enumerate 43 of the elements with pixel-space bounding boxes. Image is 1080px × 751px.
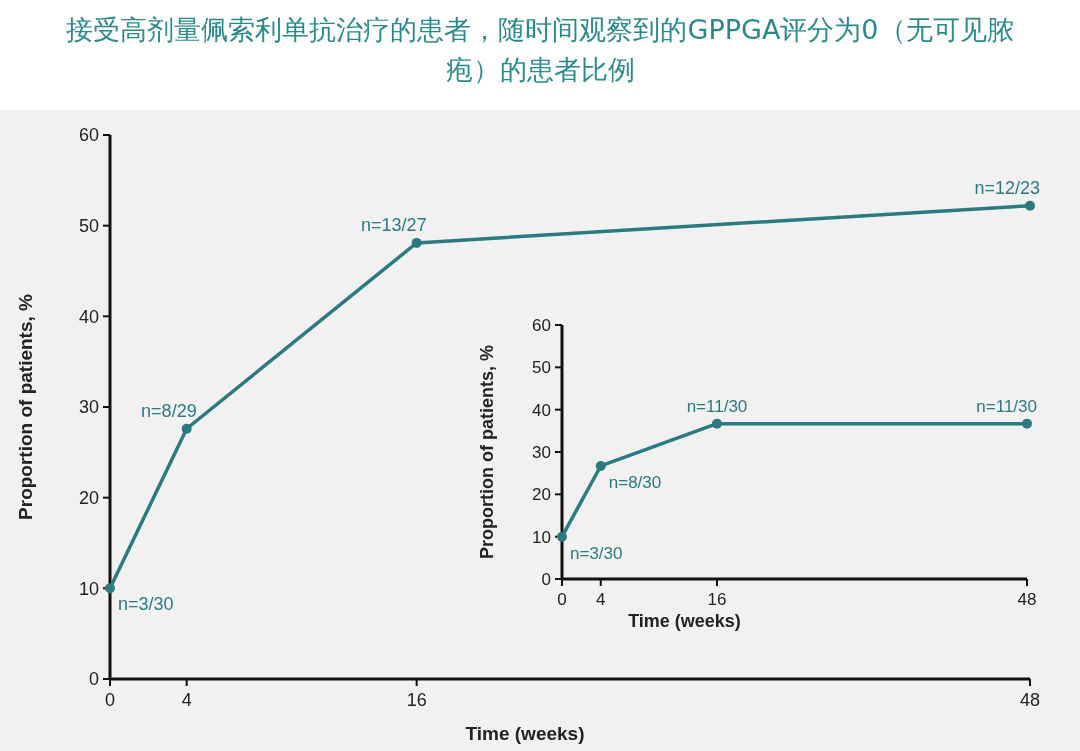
y-tick-label: 60 bbox=[78, 125, 99, 146]
point bbox=[1022, 418, 1032, 429]
y-axis-title: Proportion of patients, % bbox=[15, 293, 36, 520]
x-tick-label: 48 bbox=[1019, 690, 1041, 710]
x-tick-label: 4 bbox=[596, 590, 606, 609]
x-tick-label: 4 bbox=[181, 690, 192, 710]
y-tick-label: 40 bbox=[532, 400, 551, 420]
annotation: n=8/29 bbox=[141, 400, 197, 421]
annotation: n=11/30 bbox=[686, 396, 748, 416]
x-tick-label: 0 bbox=[557, 590, 567, 609]
x-tick-label: 0 bbox=[104, 690, 116, 710]
annotation: n=3/30 bbox=[570, 543, 623, 563]
y-tick-label: 50 bbox=[532, 358, 551, 378]
x-tick-label: 16 bbox=[707, 590, 727, 609]
x-tick-label: 16 bbox=[406, 690, 427, 710]
annotation: n=13/27 bbox=[361, 214, 427, 235]
point bbox=[411, 237, 422, 248]
point bbox=[595, 460, 606, 471]
y-axis-title: Proportion of patients, % bbox=[477, 345, 497, 559]
y-tick-label: 10 bbox=[532, 527, 551, 547]
y-tick-label: 0 bbox=[88, 669, 99, 690]
y-tick-label: 60 bbox=[532, 315, 551, 335]
y-tick-label: 30 bbox=[78, 397, 99, 418]
annotation: n=12/23 bbox=[974, 177, 1040, 198]
chart-title: 接受高剂量佩索利单抗治疗的患者，随时间观察到的GPPGA评分为0（无可见脓疱）的患者比例 bbox=[65, 13, 1015, 87]
point bbox=[181, 423, 192, 434]
y-tick-label: 10 bbox=[78, 578, 99, 599]
point bbox=[1025, 200, 1035, 211]
y-tick-label: 50 bbox=[78, 215, 99, 236]
y-tick-label: 40 bbox=[78, 306, 99, 327]
y-tick-label: 30 bbox=[532, 442, 551, 462]
annotation: n=3/30 bbox=[118, 594, 174, 615]
annotation: n=11/30 bbox=[976, 396, 1037, 416]
x-tick-label: 48 bbox=[1017, 590, 1037, 609]
x-axis-title: Time (weeks) bbox=[628, 611, 741, 631]
x-axis-title: Time (weeks) bbox=[465, 723, 585, 744]
point bbox=[712, 418, 722, 429]
y-tick-label: 0 bbox=[541, 569, 551, 589]
point bbox=[557, 531, 567, 542]
annotation: n=8/30 bbox=[608, 472, 662, 492]
point bbox=[105, 583, 115, 594]
y-tick-label: 20 bbox=[532, 485, 551, 505]
y-tick-label: 20 bbox=[78, 487, 99, 508]
